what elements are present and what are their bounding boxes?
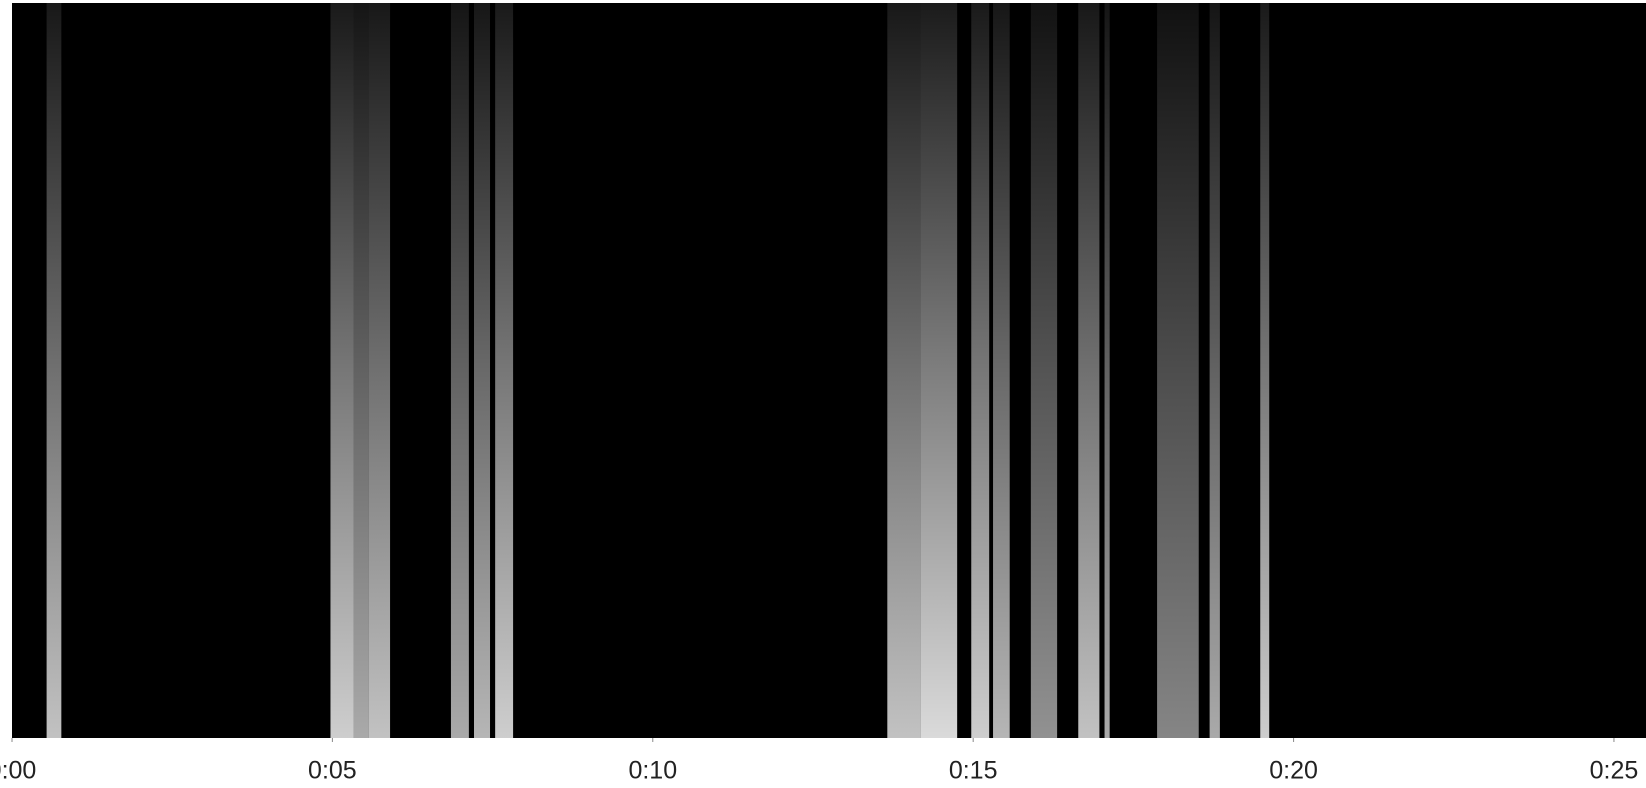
plot-background <box>12 3 1646 738</box>
x-tick-label: 0:20 <box>1269 757 1318 785</box>
energy-burst <box>1260 3 1270 738</box>
energy-burst <box>450 3 469 738</box>
x-tick-label: 0:15 <box>949 757 998 785</box>
x-tick-label: 0:25 <box>1590 757 1639 785</box>
energy-burst <box>1209 3 1220 738</box>
energy-burst <box>1078 3 1100 738</box>
energy-burst <box>887 3 921 738</box>
energy-burst <box>971 3 990 738</box>
energy-burst <box>495 3 514 738</box>
energy-burst <box>474 3 491 738</box>
energy-burst <box>330 3 354 738</box>
x-tick-label: 0:05 <box>308 757 357 785</box>
energy-burst <box>920 3 958 738</box>
energy-burst <box>368 3 391 738</box>
energy-burst <box>46 3 62 738</box>
x-tick-label: 0:00 <box>0 757 36 785</box>
energy-burst <box>993 3 1010 738</box>
x-tick-label: 0:10 <box>628 757 677 785</box>
energy-burst <box>353 3 369 738</box>
energy-burst <box>1104 3 1110 738</box>
energy-burst <box>1030 3 1058 738</box>
energy-burst <box>1157 3 1199 738</box>
